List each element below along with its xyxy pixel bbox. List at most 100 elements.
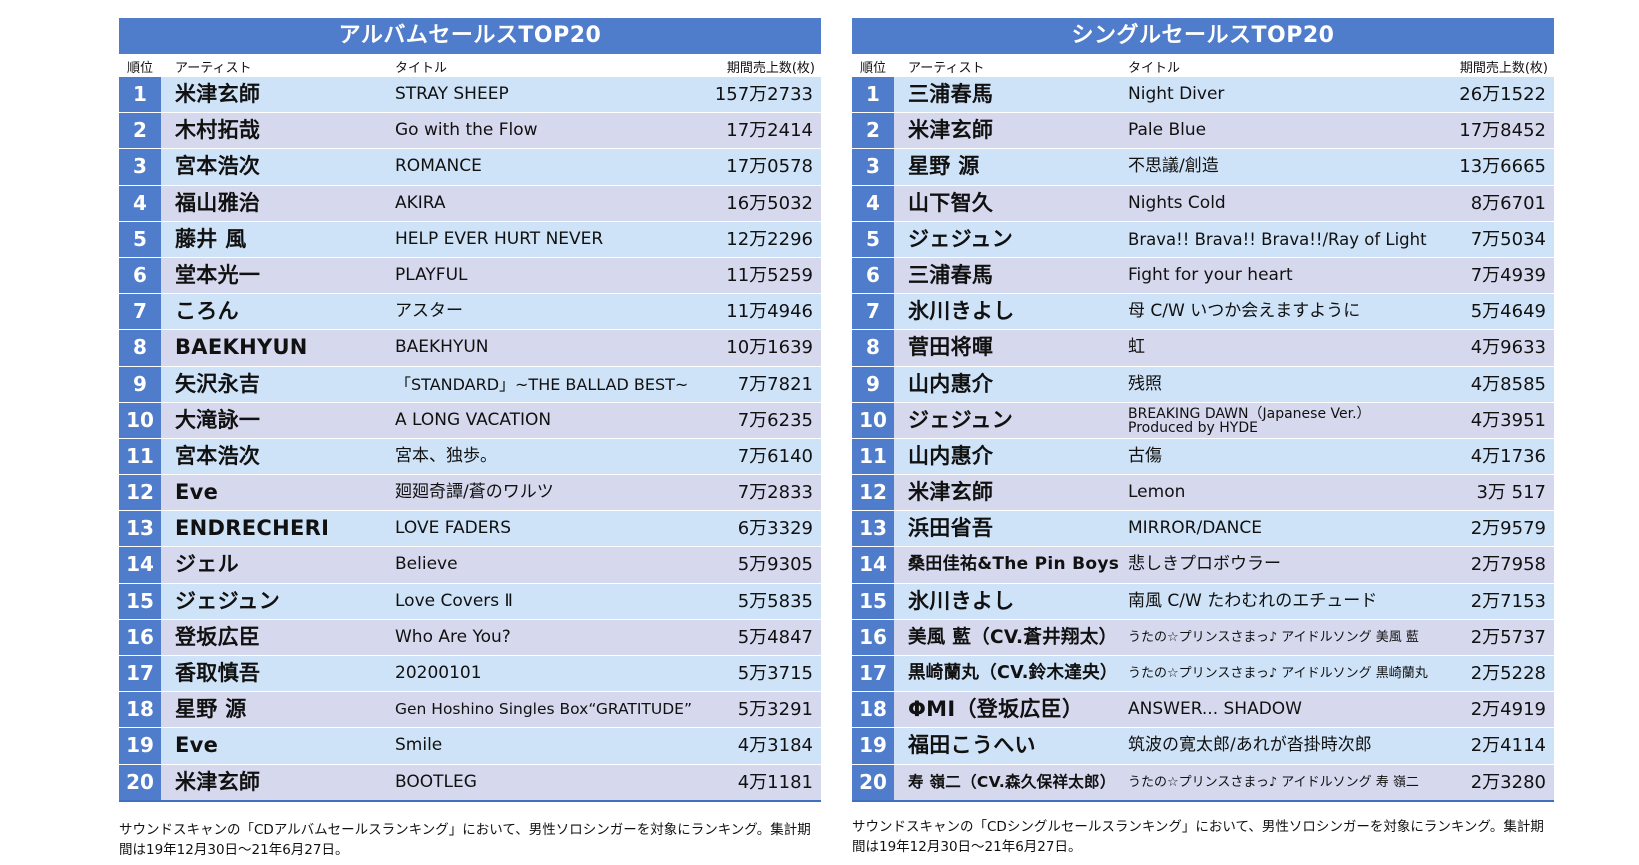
artist-cell: 寿 嶺二（CV.森久保祥太郎）: [908, 772, 1116, 791]
title-cell: Nights Cold: [1128, 192, 1226, 213]
artist-cell: 米津玄師: [908, 480, 994, 505]
table-row: 16 美風 藍（CV.蒼井翔太） うたの☆プリンスさまっ♪ アイドルソング 美風 藍…: [852, 618, 1554, 655]
sales-cell: 4万1736: [1470, 445, 1546, 467]
title-cell: BREAKING DAWN（Japanese Ver.） Produced by…: [1128, 405, 1371, 436]
rank-cell: 14: [852, 547, 894, 583]
artist-cell: 福田こうへい: [908, 733, 1036, 758]
rank-cell: 3: [119, 149, 161, 185]
title-cell: BOOTLEG: [395, 771, 477, 792]
title-cell: 不思議/創造: [1128, 156, 1219, 177]
rank-cell: 2: [852, 113, 894, 149]
table-row: 13 浜田省吾 MIRROR/DANCE 2万9579: [852, 510, 1554, 547]
table-row: 20 寿 嶺二（CV.森久保祥太郎） うたの☆プリンスさまっ♪ アイドルソング 寿 …: [852, 763, 1554, 800]
single-footnote: サウンドスキャンの「CDシングルセールスランキング」において、男性ソロシンガーを…: [852, 819, 1544, 855]
table-row: 5 ジェジュン Brava!! Brava!! Brava!!/Ray of Lig…: [852, 220, 1554, 257]
rank-header: 順位: [127, 61, 154, 76]
rank-cell: 15: [852, 583, 894, 619]
rank-cell: 19: [852, 728, 894, 764]
title-cell: 残照: [1128, 373, 1162, 394]
single-rows: 1 三浦春馬 Night Diver 26万1522 2 米津玄師 Pale Blue 17万…: [852, 76, 1554, 802]
sales-cell: 7万7821: [737, 373, 813, 395]
table-row: 11 宮本浩次 宮本、独歩。 7万6140: [119, 437, 821, 475]
table-row: 7 氷川きよし 母 C/W いつか会えますように 5万4649: [852, 293, 1554, 330]
table-row: 8 BAEKHYUN BAEKHYUN 10万1639: [119, 329, 821, 366]
sales-cell: 3万 517: [1476, 482, 1546, 504]
sales-cell: 5万9305: [737, 554, 813, 576]
table-row: 1 米津玄師 STRAY SHEEP 157万2733: [119, 76, 821, 113]
table-row: 20 米津玄師 BOOTLEG 4万1181: [119, 763, 821, 800]
rank-cell: 16: [852, 619, 894, 655]
artist-cell: ジェジュン: [908, 407, 1014, 432]
album-rows: 1 米津玄師 STRAY SHEEP 157万2733 2 木村拓哉 Go with the…: [119, 76, 821, 802]
sales-cell: 5万3715: [737, 663, 813, 684]
table-row: 3 星野 源 不思議/創造 13万6665: [852, 148, 1554, 185]
sales-cell: 4万3951: [1470, 409, 1546, 431]
artist-header: アーティスト: [908, 61, 985, 76]
artist-cell: 矢沢永吉: [175, 371, 261, 396]
title-cell: 母 C/W いつか会えますように: [1128, 301, 1361, 322]
rank-cell: 10: [119, 402, 161, 438]
table-row: 9 矢沢永吉 「STANDARD」~THE BALLAD BEST~ 7万7821: [119, 365, 821, 402]
artist-cell: 香取慎吾: [175, 661, 261, 685]
sales-cell: 5万3291: [737, 699, 813, 721]
table-row: 2 木村拓哉 Go with the Flow 17万2414: [119, 112, 821, 149]
artist-cell: 木村拓哉: [175, 118, 261, 143]
title-cell: 南風 C/W たわむれのエチュード: [1128, 590, 1378, 611]
table-row: 2 米津玄師 Pale Blue 17万8452: [852, 112, 1554, 149]
rank-cell: 17: [119, 656, 161, 692]
rank-cell: 11: [852, 438, 894, 475]
title-cell: HELP EVER HURT NEVER: [395, 228, 604, 249]
sales-header: 期間売上数(枚): [726, 61, 815, 76]
table-row: 7 ころん アスター 11万4946: [119, 293, 821, 330]
sales-cell: 4万9633: [1470, 337, 1546, 359]
rank-cell: 18: [852, 692, 894, 728]
title-cell: うたの☆プリンスさまっ♪ アイドルソング 黒崎蘭丸: [1128, 666, 1428, 681]
artist-cell: 山下智久: [908, 190, 994, 215]
rank-cell: 8: [852, 330, 894, 366]
artist-cell: 桑田佳祐&The Pin Boys: [908, 554, 1120, 575]
rank-cell: 11: [119, 438, 161, 475]
artist-cell: 浜田省吾: [908, 516, 994, 541]
title-cell: Love Covers Ⅱ: [395, 590, 513, 611]
rank-cell: 8: [119, 330, 161, 366]
sales-cell: 2万7958: [1470, 554, 1546, 576]
rank-cell: 2: [119, 113, 161, 149]
artist-cell: ENDRECHERI: [175, 516, 330, 541]
sales-header: 期間売上数(枚): [1459, 61, 1548, 76]
table-row: 1 三浦春馬 Night Diver 26万1522: [852, 76, 1554, 113]
artist-cell: 星野 源: [908, 154, 980, 179]
sales-cell: 8万6701: [1470, 192, 1546, 214]
title-cell: Believe: [395, 554, 458, 575]
artist-cell: 米津玄師: [175, 769, 261, 794]
sales-cell: 11万5259: [726, 264, 813, 286]
sales-cell: 5万4847: [737, 626, 813, 648]
sales-cell: 2万3280: [1470, 771, 1546, 793]
title-cell: うたの☆プリンスさまっ♪ アイドルソング 美風 藍: [1128, 629, 1419, 645]
rank-cell: 14: [119, 547, 161, 583]
rank-cell: 9: [119, 366, 161, 402]
artist-cell: 大滝詠一: [175, 407, 261, 432]
rank-cell: 7: [852, 294, 894, 330]
artist-cell: ΦMI（登坂広臣）: [908, 697, 1084, 722]
single-table-title: シングルセールスTOP20: [852, 18, 1554, 54]
artist-cell: ころん: [175, 299, 239, 324]
table-row: 19 Eve Smile 4万3184: [119, 727, 821, 764]
rank-cell: 19: [119, 728, 161, 764]
sales-cell: 4万3184: [737, 735, 813, 757]
artist-cell: 藤井 風: [175, 226, 247, 251]
artist-cell: ジェジュン: [908, 226, 1014, 251]
title-cell: 筑波の寛太郎/あれが沓掛時次郎: [1128, 735, 1372, 756]
sales-cell: 10万1639: [726, 337, 813, 359]
sales-cell: 16万5032: [726, 192, 813, 214]
sales-cell: 6万3329: [737, 518, 813, 540]
table-row: 8 菅田将暉 虹 4万9633: [852, 329, 1554, 366]
rank-cell: 5: [119, 221, 161, 257]
title-cell: AKIRA: [395, 192, 446, 213]
sales-cell: 17万0578: [726, 156, 813, 178]
sales-cell: 13万6665: [1459, 156, 1546, 178]
rank-cell: 4: [852, 185, 894, 221]
title-cell: 古傷: [1128, 445, 1162, 466]
table-row: 19 福田こうへい 筑波の寛太郎/あれが沓掛時次郎 2万4114: [852, 727, 1554, 764]
artist-cell: 黒崎蘭丸（CV.鈴木達央）: [908, 663, 1118, 683]
